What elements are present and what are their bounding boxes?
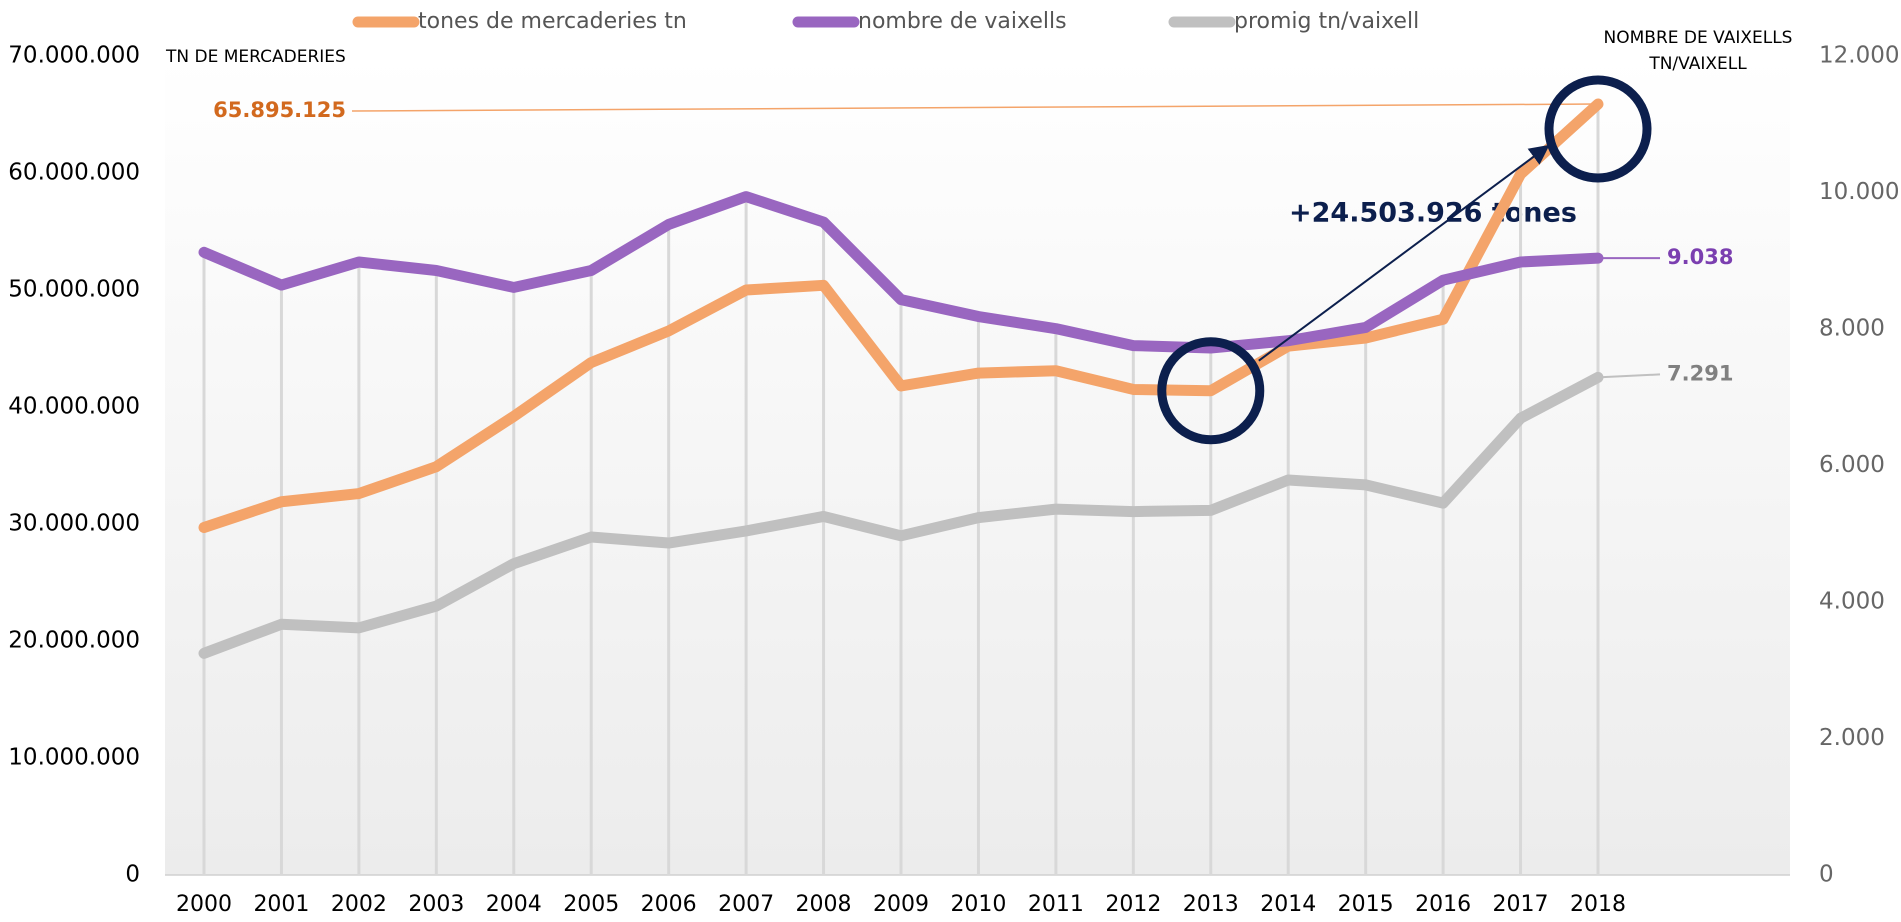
- y-tick-label: 70.000.000: [8, 43, 140, 69]
- x-tick-label: 2006: [641, 892, 697, 917]
- x-tick-label: 2008: [796, 892, 852, 917]
- series-line: [198, 191, 1604, 354]
- growth-arrow: [1258, 144, 1550, 362]
- x-tick-label: 2009: [873, 892, 929, 917]
- left-axis-title: TN DE MERCADERIES: [165, 47, 346, 67]
- y-tick-label: 40.000.000: [8, 394, 140, 420]
- y-tick-label: 60.000.000: [8, 160, 140, 186]
- series-line: [198, 371, 1604, 659]
- leader-line: [351, 103, 1599, 112]
- x-tick-label: 2013: [1183, 892, 1239, 917]
- highlight-circle: [1544, 75, 1652, 183]
- y2-tick-label: 10.000: [1819, 179, 1899, 205]
- legend-label: tones de mercaderies tn: [418, 9, 687, 34]
- x-tick-label: 2000: [176, 892, 232, 917]
- x-tick-label: 2007: [718, 892, 774, 917]
- value-label: 65.895.125: [213, 98, 346, 122]
- y-tick-label: 10.000.000: [8, 745, 140, 771]
- leader-line: [1597, 373, 1661, 379]
- x-tick-label: 2012: [1105, 892, 1161, 917]
- x-tick-label: 2003: [408, 892, 464, 917]
- right-axis-title: TN/VAIXELL: [1648, 54, 1747, 74]
- x-tick-label: 2014: [1260, 892, 1316, 917]
- x-tick-label: 2002: [331, 892, 387, 917]
- y2-tick-label: 0: [1819, 862, 1834, 888]
- y2-tick-label: 8.000: [1819, 316, 1885, 342]
- x-tick-label: 2015: [1338, 892, 1394, 917]
- x-tick-label: 2004: [486, 892, 542, 917]
- growth-annotation: +24.503.926 tones: [1289, 198, 1577, 229]
- x-tick-label: 2018: [1570, 892, 1626, 917]
- x-tick-label: 2011: [1028, 892, 1084, 917]
- legend-label: promig tn/vaixell: [1234, 9, 1419, 34]
- y-tick-label: 0: [125, 862, 140, 888]
- y2-tick-label: 12.000: [1819, 43, 1899, 69]
- series-line: [198, 98, 1604, 534]
- x-tick-label: 2005: [563, 892, 619, 917]
- y-tick-label: 30.000.000: [8, 511, 140, 537]
- x-tick-label: 2017: [1493, 892, 1549, 917]
- y2-tick-label: 4.000: [1819, 589, 1885, 615]
- value-label: 9.038: [1667, 245, 1733, 269]
- y2-tick-label: 2.000: [1819, 725, 1885, 751]
- x-tick-label: 2016: [1415, 892, 1471, 917]
- y-tick-label: 20.000.000: [8, 628, 140, 654]
- x-tick-label: 2010: [950, 892, 1006, 917]
- legend-label: nombre de vaixells: [858, 9, 1067, 34]
- y2-tick-label: 6.000: [1819, 452, 1885, 478]
- value-label: 7.291: [1667, 361, 1733, 385]
- highlight-circle: [1157, 337, 1265, 445]
- y-tick-label: 50.000.000: [8, 277, 140, 303]
- x-tick-label: 2001: [253, 892, 309, 917]
- right-axis-title: NOMBRE DE VAIXELLS: [1604, 28, 1793, 48]
